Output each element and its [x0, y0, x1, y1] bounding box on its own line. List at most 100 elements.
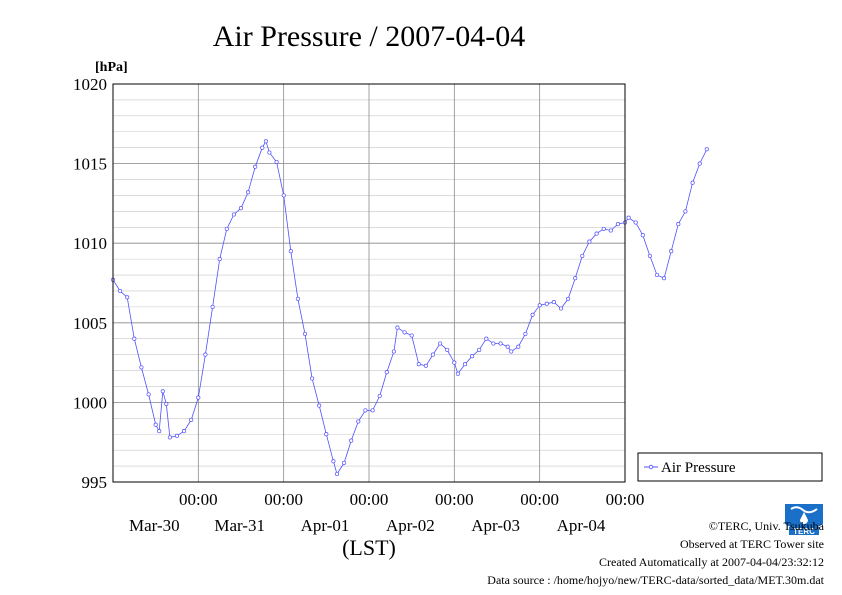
svg-text:TERC: TERC [793, 527, 815, 536]
data-point [370, 408, 375, 413]
data-point [530, 312, 535, 317]
data-point [676, 222, 681, 227]
data-point [430, 352, 436, 357]
data-point [331, 459, 336, 464]
data-point [182, 429, 187, 434]
data-point [445, 347, 450, 352]
data-point [669, 249, 674, 254]
gridlines [113, 84, 625, 482]
footer-copyright: ©TERC, Univ. Tsukuba [708, 519, 824, 533]
x-tick-date: Mar-31 [214, 516, 265, 535]
data-point [274, 159, 279, 165]
data-point [391, 349, 396, 354]
data-point [690, 180, 695, 185]
y-tick-label: 995 [82, 473, 108, 492]
data-point [377, 393, 382, 399]
data-point [196, 395, 201, 400]
data-point [203, 352, 208, 357]
data-point [498, 341, 503, 346]
data-point [615, 222, 620, 227]
data-point [423, 363, 428, 368]
data-point [153, 422, 158, 427]
legend-box [637, 452, 823, 482]
x-tick-time: 00:00 [606, 490, 645, 509]
data-point [281, 193, 286, 198]
data-point [462, 362, 468, 367]
data-point [455, 371, 460, 376]
data-point [167, 435, 172, 440]
data-point [263, 139, 268, 144]
data-point [683, 209, 688, 214]
y-axis-unit: [hPa] [95, 60, 128, 75]
data-point [288, 249, 293, 254]
x-tick-time: 00:00 [520, 490, 559, 509]
footer-observed: Observed at TERC Tower site [679, 537, 824, 551]
data-point [118, 288, 123, 294]
series-points-air-pressure [110, 139, 709, 477]
x-tick-date: Mar-30 [129, 516, 180, 535]
data-point [402, 330, 407, 335]
data-point [139, 365, 144, 370]
plot-frame [112, 83, 626, 483]
data-point [210, 304, 215, 309]
data-point [238, 206, 244, 211]
data-point [438, 341, 443, 346]
legend: Air Pressure [637, 452, 823, 482]
data-point [384, 370, 389, 375]
data-point [310, 376, 315, 381]
x-tick-date: Apr-04 [557, 516, 606, 535]
data-point [491, 341, 496, 346]
data-point [633, 220, 638, 225]
x-tick-date: Apr-01 [301, 516, 350, 535]
data-point [349, 438, 354, 443]
data-point [580, 253, 585, 258]
data-point [253, 164, 258, 169]
data-point [477, 347, 482, 352]
data-point [566, 296, 571, 301]
data-point [647, 253, 652, 258]
x-tick-time: 00:00 [264, 490, 303, 509]
x-tick-time: 00:00 [435, 490, 474, 509]
data-point [662, 276, 667, 281]
data-point [125, 295, 130, 300]
data-point [640, 233, 645, 238]
legend-label: Air Pressure [661, 460, 736, 476]
data-point [551, 300, 556, 305]
data-point [342, 460, 347, 465]
x-tick-time: 00:00 [179, 490, 218, 509]
data-point [324, 432, 329, 437]
legend-marker [648, 464, 654, 470]
data-point [295, 296, 300, 301]
data-point [544, 301, 549, 306]
data-point [573, 276, 578, 281]
data-point [509, 349, 514, 354]
data-point [505, 344, 510, 349]
data-point [626, 215, 631, 220]
data-point [132, 336, 137, 341]
data-point [260, 145, 265, 150]
data-point [409, 333, 414, 338]
data-point [302, 331, 308, 336]
footer-created: Created Automatically at 2007-04-04/23:3… [599, 555, 824, 569]
data-point [363, 408, 368, 413]
data-point [224, 226, 229, 231]
data-point [334, 471, 340, 477]
data-point [654, 272, 660, 278]
data-point [231, 212, 236, 217]
x-tick-labels: 00:00Mar-3000:00Mar-3100:00Apr-0100:00Ap… [129, 490, 644, 535]
y-tick-label: 1000 [73, 393, 107, 412]
x-tick-date: Apr-03 [471, 516, 520, 535]
data-point [267, 150, 272, 155]
data-point [317, 403, 322, 408]
y-tick-label: 1005 [73, 314, 107, 333]
data-point [416, 362, 421, 367]
footer-source: Data source : /home/hojyo/new/TERC-data/… [487, 573, 824, 587]
data-point [395, 325, 400, 330]
data-point [537, 303, 542, 308]
data-point [146, 392, 151, 397]
data-point [246, 190, 251, 195]
chart-title: Air Pressure / 2007-04-04 [213, 20, 525, 53]
data-point [516, 344, 521, 349]
data-point [594, 231, 599, 236]
